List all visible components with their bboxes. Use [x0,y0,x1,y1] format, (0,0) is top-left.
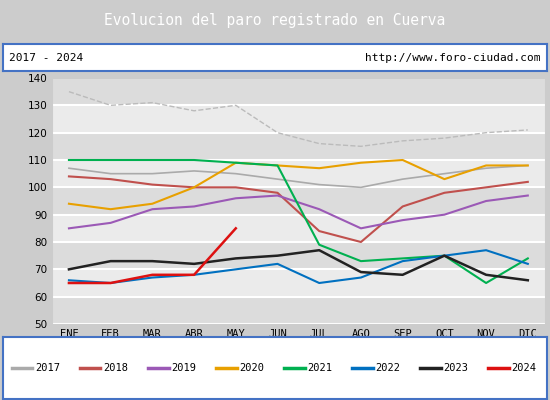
Text: 2021: 2021 [307,363,332,373]
Text: 2020: 2020 [239,363,265,373]
Bar [52,215,544,242]
Text: http://www.foro-ciudad.com: http://www.foro-ciudad.com [365,53,541,63]
Text: 2023: 2023 [443,363,469,373]
Text: 2017 - 2024: 2017 - 2024 [9,53,84,63]
Text: 2017: 2017 [35,363,60,373]
Text: 2022: 2022 [376,363,400,373]
Bar [52,187,544,215]
Text: 2018: 2018 [103,363,128,373]
Bar [52,269,544,297]
Bar [52,297,544,324]
Text: 2024: 2024 [512,363,537,373]
Bar [52,160,544,187]
Bar [52,242,544,269]
Text: 2019: 2019 [171,363,196,373]
Text: Evolucion del paro registrado en Cuerva: Evolucion del paro registrado en Cuerva [104,14,446,28]
Bar [52,78,544,105]
Bar [52,105,544,133]
Bar [52,133,544,160]
